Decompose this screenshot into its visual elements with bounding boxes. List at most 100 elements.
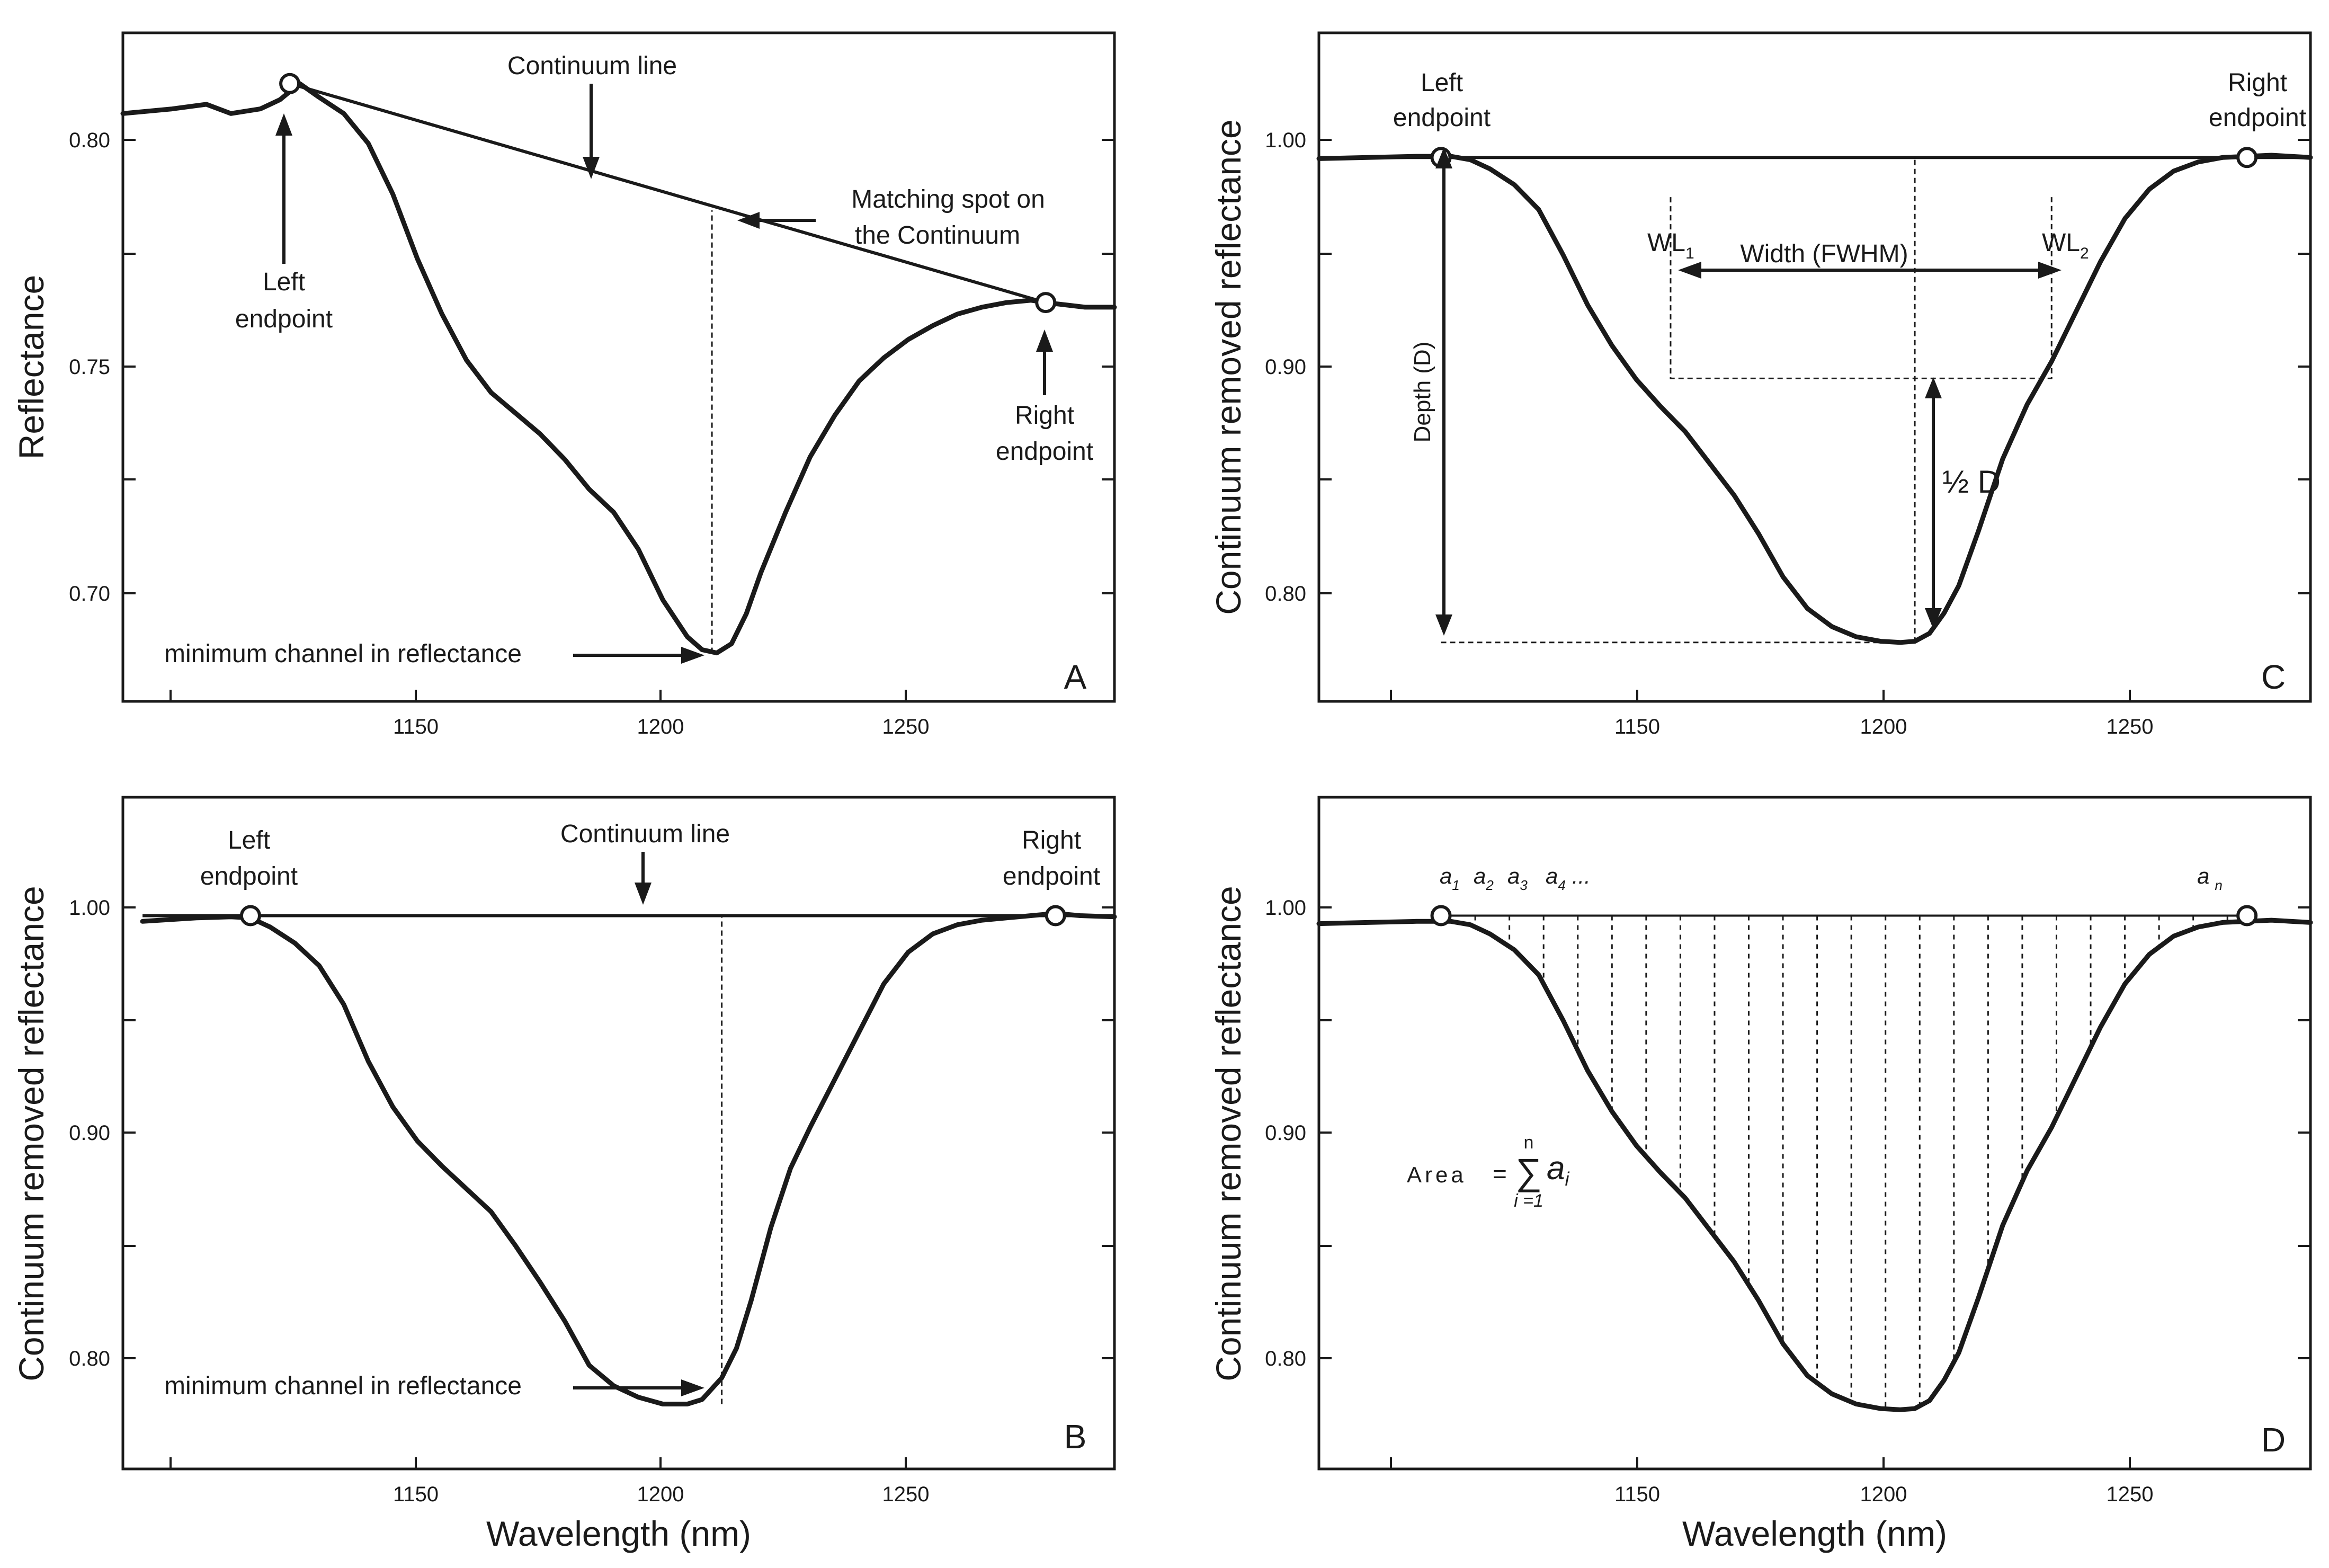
a2-label: a2 <box>1474 863 1494 893</box>
right-endpoint-marker <box>2236 905 2258 926</box>
panel-b: 1150 1200 1250 0.80 0.90 1.00 Continuum … <box>12 796 1117 1553</box>
left-endpoint-marker <box>1430 905 1452 926</box>
matching-spot-label-2: the Continuum <box>855 221 1020 250</box>
panel-c-frame <box>1317 31 2312 703</box>
x-tick-label: 1250 <box>882 715 930 738</box>
left-endpoint-arrow <box>275 113 292 264</box>
y-tick-label: 0.80 <box>69 1347 110 1370</box>
panel-letter: A <box>1064 658 1087 696</box>
y-tick-label: 1.00 <box>1265 896 1306 920</box>
equals-sign: = <box>1493 1160 1507 1188</box>
wl2-sub: 2 <box>2080 245 2089 262</box>
x-tick-label: 1200 <box>637 715 684 738</box>
y-axis-label: Continuum removed reflectance <box>12 886 51 1381</box>
panel-d: 1150 1200 1250 0.80 0.90 1.00 Continuum … <box>1209 796 2313 1553</box>
x-tick-label: 1150 <box>393 1483 439 1506</box>
right-endpoint-marker <box>1035 292 1057 314</box>
panel-a-ticks <box>123 139 1114 701</box>
left-endpoint-label-2: endpoint <box>1393 104 1491 132</box>
panel-b-ticks <box>123 906 1114 1469</box>
area-word: Area <box>1407 1162 1467 1187</box>
x-tick-label: 1250 <box>2107 715 2154 738</box>
right-endpoint-marker <box>2236 147 2258 168</box>
panel-letter: D <box>2261 1421 2286 1459</box>
panel-c: 1150 1200 1250 0.80 0.90 1.00 Continuum … <box>1209 31 2313 738</box>
continuum-line-arrow <box>583 84 600 179</box>
continuum-line-label: Continuum line <box>560 820 730 848</box>
a4-label: a4... <box>1546 863 1591 893</box>
matching-spot-label-1: Matching spot on <box>851 185 1045 213</box>
minimum-label: minimum channel in reflectance <box>164 640 522 668</box>
y-tick-label: 0.90 <box>69 1121 110 1145</box>
half-depth-label: ½ D <box>1942 464 2001 500</box>
minimum-arrow <box>573 1379 704 1396</box>
a4-letter: a <box>1546 863 1558 888</box>
y-tick-label: 0.80 <box>1265 1347 1306 1370</box>
right-endpoint-label-1: Right <box>1022 826 1081 854</box>
y-axis-label: Continuum removed reflectance <box>1209 886 1248 1381</box>
fwhm-box <box>1670 197 2053 379</box>
an-sub: n <box>2215 877 2222 893</box>
sum-bottom: i =1 <box>1514 1191 1543 1211</box>
width-arrow <box>1678 262 2062 279</box>
left-endpoint-label-1: Left <box>1421 69 1463 97</box>
left-endpoint-marker <box>239 905 261 926</box>
panel-a-frame <box>121 31 1116 703</box>
spectrum-line-d <box>1316 917 2313 1412</box>
left-endpoint-label-2: endpoint <box>200 862 298 890</box>
wl1-text: WL <box>1647 229 1685 257</box>
right-endpoint-label-2: endpoint <box>2209 104 2306 132</box>
ellipsis: ... <box>1572 863 1591 888</box>
y-tick-label: 0.90 <box>1265 355 1306 379</box>
spectrum-line-a <box>120 81 1117 656</box>
matching-spot-arrow <box>737 212 816 229</box>
sum-term-sub: i <box>1565 1168 1569 1190</box>
depth-label: Depth (D) <box>1409 342 1435 443</box>
a4-sub: 4 <box>1558 877 1565 893</box>
a1-letter: a <box>1440 863 1452 888</box>
wl1-label: WL1 <box>1647 229 1694 262</box>
spectrum-line-b <box>140 911 1117 1406</box>
minimum-arrow <box>573 647 704 664</box>
x-tick-label: 1250 <box>882 1483 930 1506</box>
y-tick-label: 1.00 <box>69 896 110 920</box>
spectrum-line-c <box>1316 153 2313 645</box>
right-endpoint-label-1: Right <box>2228 69 2287 97</box>
y-tick-label: 0.90 <box>1265 1121 1306 1145</box>
panel-letter: B <box>1064 1418 1087 1456</box>
continuum-line-label: Continuum line <box>507 52 677 80</box>
a2-letter: a <box>1474 863 1486 888</box>
y-tick-label: 1.00 <box>1265 129 1306 152</box>
area-formula: Area = n ∑ i =1 ai <box>1407 1133 1569 1211</box>
right-endpoint-arrow <box>1036 329 1053 395</box>
sum-top: n <box>1524 1133 1534 1153</box>
right-endpoint-marker <box>1045 905 1066 926</box>
a3-letter: a <box>1507 863 1520 888</box>
depth-arrow <box>1435 147 1452 636</box>
a1-label: a1 <box>1440 863 1460 893</box>
right-endpoint-label-2: endpoint <box>996 438 1093 466</box>
y-axis-label: Reflectance <box>12 275 51 460</box>
x-tick-label: 1200 <box>1860 715 1907 738</box>
wl2-label: WL2 <box>2042 229 2089 262</box>
continuum-line-arrow <box>635 852 652 905</box>
a3-sub: 3 <box>1520 877 1528 893</box>
continuum-line-a <box>289 82 1047 305</box>
x-axis-label: Wavelength (nm) <box>1682 1514 1947 1553</box>
y-axis-label: Continuum removed reflectance <box>1209 119 1248 614</box>
x-tick-label: 1250 <box>2107 1483 2154 1506</box>
x-tick-label: 1150 <box>393 715 439 738</box>
sum-term-a: a <box>1547 1150 1565 1187</box>
area-slices <box>1474 915 2228 1409</box>
left-endpoint-label-1: Left <box>263 268 305 296</box>
minimum-label: minimum channel in reflectance <box>164 1372 522 1400</box>
wl1-sub: 1 <box>1685 245 1694 262</box>
left-endpoint-label-2: endpoint <box>235 305 333 333</box>
y-tick-label: 0.75 <box>69 355 110 379</box>
panel-b-frame <box>121 796 1116 1471</box>
x-tick-label: 1200 <box>637 1483 684 1506</box>
y-tick-label: 0.80 <box>69 129 110 152</box>
